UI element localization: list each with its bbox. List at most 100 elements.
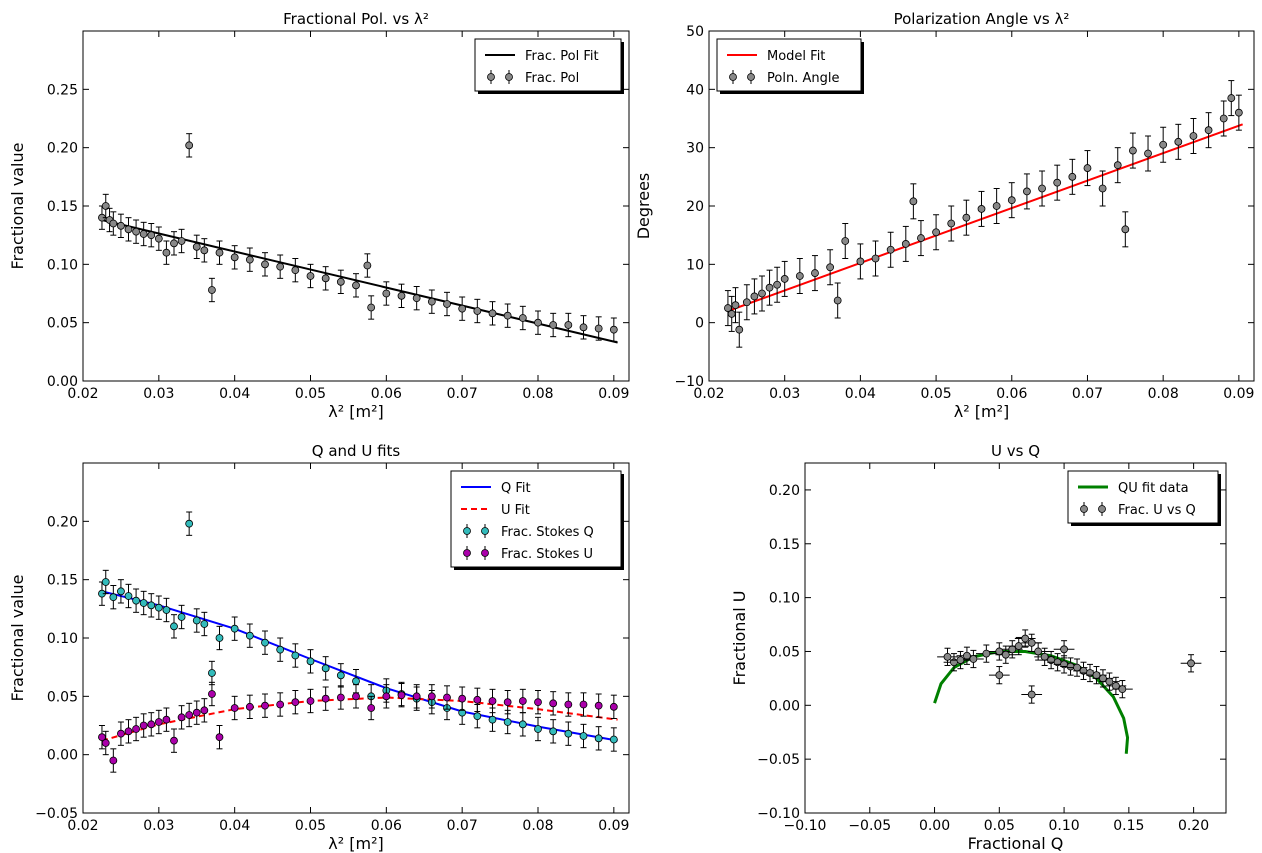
y-axis-label: Fractional value: [8, 143, 27, 270]
data-point: [795, 272, 804, 280]
data-point: [306, 272, 315, 280]
data-point: [321, 694, 330, 703]
data-point: [124, 592, 133, 600]
data-point: [727, 310, 736, 318]
data-point: [397, 691, 406, 700]
data-point: [773, 280, 782, 289]
legend-label: Frac. Pol Fit: [525, 49, 599, 64]
data-point: [1189, 132, 1198, 140]
x-tick-label: 0.07: [1072, 386, 1103, 402]
x-axis-label: λ² [m²]: [954, 402, 1009, 421]
legend-box: [716, 38, 862, 92]
x-tick-label: 0.02: [693, 386, 724, 402]
data-point: [1073, 663, 1081, 672]
legend-marker: [1080, 505, 1088, 513]
data-point: [397, 291, 406, 300]
y-tick-label: 0.10: [769, 591, 800, 607]
data-point: [995, 647, 1004, 656]
data-point: [518, 314, 527, 322]
x-tick-label: 0.06: [371, 386, 402, 402]
data-point: [230, 624, 239, 633]
data-point: [261, 701, 269, 710]
chart-title: Fractional Pol. vs λ²: [283, 10, 429, 28]
data-point: [192, 242, 201, 251]
data-point: [956, 656, 965, 664]
y-tick-label: 0.00: [47, 374, 78, 390]
data-point: [1144, 149, 1152, 158]
data-point: [1128, 146, 1137, 155]
data-point: [1099, 674, 1107, 683]
data-point: [382, 692, 391, 701]
data-point: [352, 692, 360, 701]
data-point: [101, 739, 110, 747]
data-point: [473, 712, 482, 721]
data-point: [963, 651, 971, 660]
data-point: [1219, 114, 1228, 123]
data-point: [291, 651, 300, 660]
x-tick-label: 0.08: [522, 818, 553, 834]
data-point: [336, 671, 345, 680]
x-tick-label: 0.08: [522, 386, 553, 402]
data-point: [352, 281, 360, 290]
data-point: [124, 727, 133, 736]
data-point: [306, 657, 315, 666]
data-point: [1234, 108, 1243, 117]
data-point: [1027, 638, 1036, 647]
data-point: [1121, 225, 1130, 234]
data-point: [962, 213, 971, 222]
data-point: [139, 721, 148, 730]
data-point: [977, 205, 986, 213]
x-tick-label: 0.05: [984, 818, 1015, 834]
x-tick-label: 0.03: [143, 818, 174, 834]
data-point: [579, 700, 588, 709]
legend-marker: [463, 527, 471, 535]
series-line: [727, 123, 1243, 312]
y-tick-label: 0.25: [47, 82, 78, 98]
data-point: [215, 248, 224, 257]
legend-marker: [505, 73, 513, 81]
data-point: [826, 263, 835, 272]
data-point: [109, 593, 118, 602]
data-point: [185, 519, 194, 528]
data-point: [742, 298, 751, 307]
x-axis-label: Fractional Q: [968, 834, 1064, 853]
data-point: [336, 277, 345, 286]
data-point: [1187, 659, 1195, 668]
data-point: [367, 303, 376, 312]
legend-label: Q Fit: [501, 481, 531, 496]
x-tick-label: 0.04: [219, 818, 250, 834]
data-point: [856, 257, 865, 266]
data-point: [609, 702, 618, 711]
data-point: [162, 606, 171, 614]
data-point: [473, 307, 482, 315]
data-point: [154, 603, 163, 612]
data-point: [1014, 642, 1023, 650]
legend-marker: [747, 73, 755, 81]
legend-label: QU fit data: [1118, 481, 1189, 496]
data-point: [117, 729, 125, 738]
data-point: [1227, 94, 1236, 102]
data-point: [147, 601, 156, 610]
data-point: [276, 262, 285, 271]
data-point: [177, 713, 186, 722]
y-axis-label: Degrees: [634, 173, 653, 240]
data-point: [488, 697, 497, 705]
data-point: [321, 664, 330, 673]
data-point: [200, 246, 209, 255]
data-point: [200, 620, 209, 628]
data-point: [261, 638, 269, 647]
x-tick-label: 0.20: [1178, 818, 1209, 834]
data-point: [841, 237, 850, 245]
x-tick-label: 0.06: [996, 386, 1027, 402]
data-point: [336, 693, 345, 702]
legend: QU fit data Frac. U vs Q: [1067, 470, 1221, 526]
y-tick-label: 0.15: [769, 537, 800, 553]
data-point: [1053, 178, 1062, 187]
data-point: [534, 725, 542, 733]
y-tick-label: 30: [686, 141, 704, 157]
y-tick-label: −0.05: [757, 752, 800, 768]
data-point: [1008, 645, 1017, 654]
y-tick-label: −0.10: [757, 806, 800, 822]
chart-title: Polarization Angle vs λ²: [894, 10, 1070, 28]
